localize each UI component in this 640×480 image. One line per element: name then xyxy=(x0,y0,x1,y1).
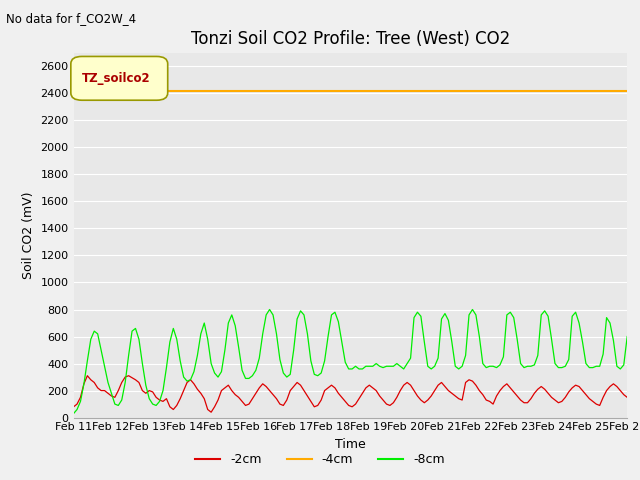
X-axis label: Time: Time xyxy=(335,438,366,451)
Legend: -2cm, -4cm, -8cm: -2cm, -4cm, -8cm xyxy=(190,448,450,471)
Text: TZ_soilco2: TZ_soilco2 xyxy=(82,72,150,85)
Y-axis label: Soil CO2 (mV): Soil CO2 (mV) xyxy=(22,192,35,279)
FancyBboxPatch shape xyxy=(71,57,168,100)
Title: Tonzi Soil CO2 Profile: Tree (West) CO2: Tonzi Soil CO2 Profile: Tree (West) CO2 xyxy=(191,30,510,48)
Text: No data for f_CO2W_4: No data for f_CO2W_4 xyxy=(6,12,136,25)
